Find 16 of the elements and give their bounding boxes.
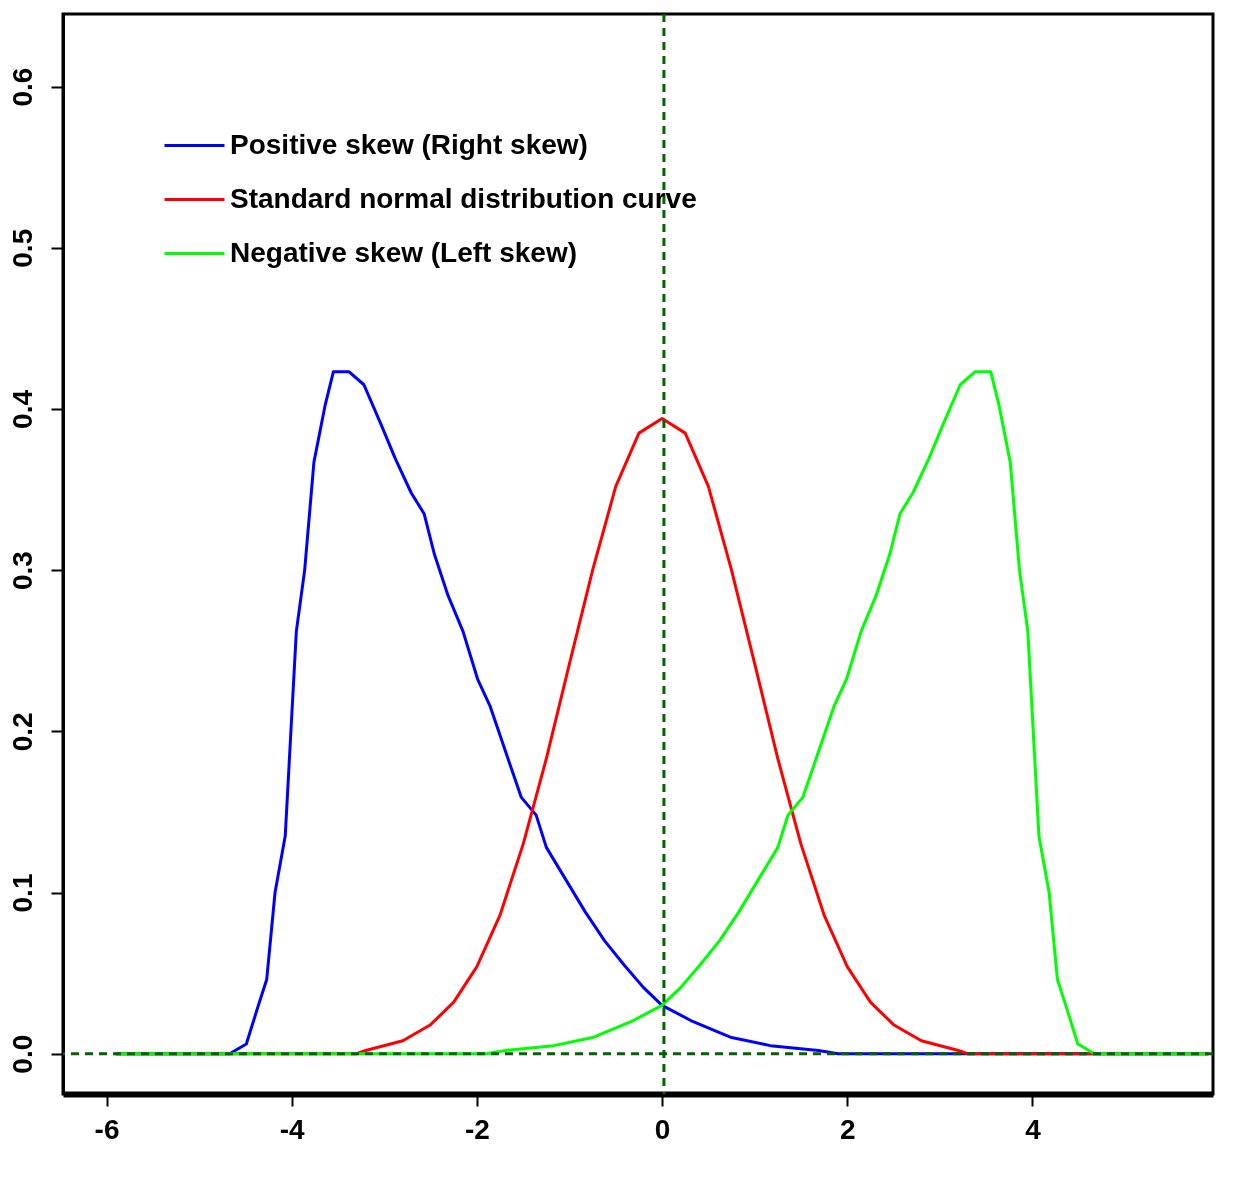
legend-label: Negative skew (Left skew)	[230, 236, 578, 268]
x-tick-label: -4	[279, 1113, 306, 1145]
y-tick-label: 0.5	[6, 228, 38, 268]
legend-label: Positive skew (Right skew)	[230, 128, 588, 160]
x-tick-label: -2	[464, 1113, 490, 1145]
legend-label: Standard normal distribution curve	[230, 182, 697, 214]
y-tick-label: 0.0	[6, 1034, 38, 1074]
x-tick-label: 2	[839, 1113, 856, 1145]
y-tick-label: 0.4	[6, 389, 38, 429]
x-tick-label: 4	[1025, 1113, 1042, 1145]
y-tick-label: 0.6	[6, 67, 38, 107]
y-tick-label: 0.1	[6, 873, 38, 913]
x-tick-label: 0	[654, 1113, 671, 1145]
y-tick-label: 0.2	[6, 712, 38, 752]
x-tick-label: -6	[94, 1113, 120, 1145]
y-tick-label: 0.3	[6, 551, 38, 591]
